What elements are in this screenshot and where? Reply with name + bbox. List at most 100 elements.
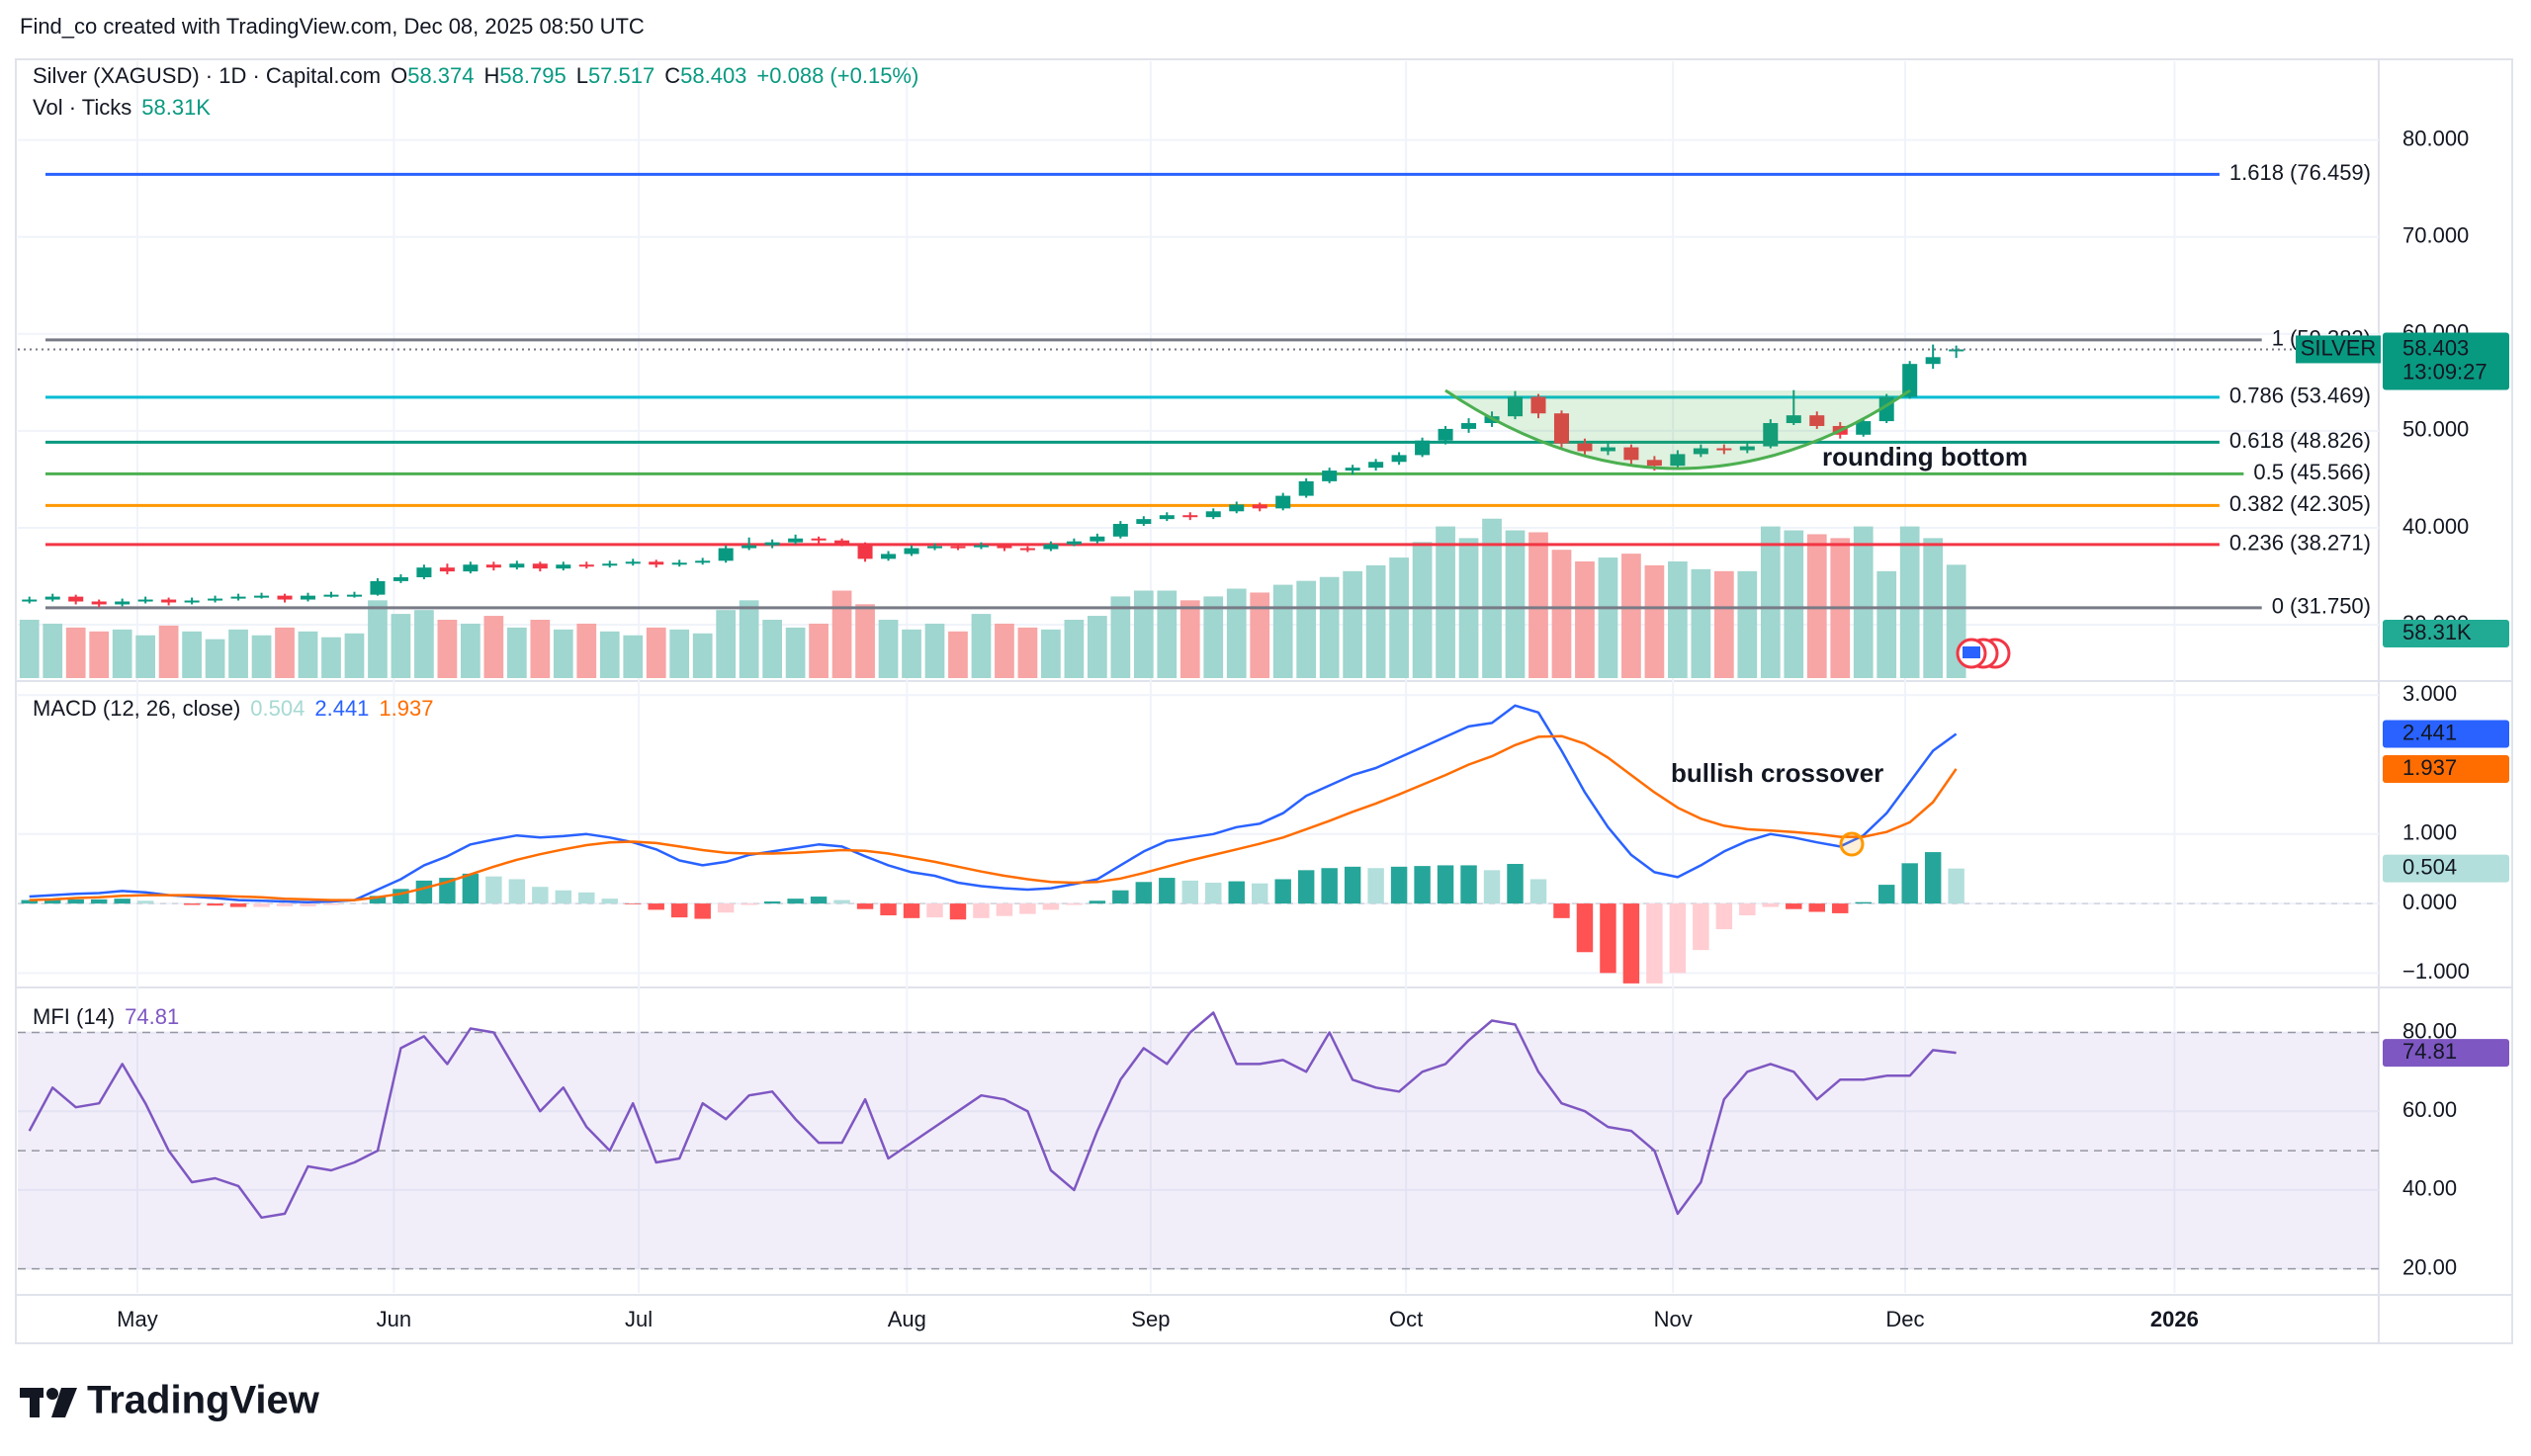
histogram-bar [810,897,828,904]
candle-body [1716,448,1732,451]
candle-body [230,596,246,599]
histogram-bar [1019,903,1036,914]
volume-bar [65,627,86,678]
plot: 1.618 (76.459)1 (59.382)0.786 (53.469)0.… [18,160,2379,1270]
flag-icon [1963,646,1980,658]
volume-bar [1365,564,1386,678]
candle-body [904,548,919,555]
candle-body [857,543,873,559]
histogram-bar [926,903,943,918]
value-label: 74.81 [2402,1039,2457,1064]
brand-name[interactable]: TradingView [87,1379,320,1422]
histogram-bar [903,903,920,918]
histogram-bar [1924,852,1942,904]
fib-label: 0.236 (38.271) [2229,531,2371,556]
volume-bar [1691,568,1711,678]
volume-bar [275,627,295,678]
candle-body [184,600,200,603]
x-tick-label: May [117,1307,158,1331]
histogram-bar [1297,870,1315,904]
volume-bar [1853,526,1874,678]
histogram-bar [415,880,433,904]
axis-labels: May Jun Jul Aug Sep Oct Nov Dec 2026 80.000 70.000… [117,126,2509,1331]
brand-logo[interactable]: TradingView [20,1379,320,1422]
histogram-bar [253,903,270,907]
event-icons[interactable] [1956,638,2011,669]
price-legend: Silver (XAGUSD) · 1D · Capital.com O58.3… [33,63,918,89]
histogram-bar [532,887,549,904]
x-tick-label: Jun [377,1307,411,1331]
candle-body [602,563,618,566]
histogram-bar [1576,903,1594,953]
candle-body [1693,448,1708,455]
volume-bar [692,633,713,678]
x-tick-label: Sep [1131,1307,1170,1331]
rounding-bottom-arc [1444,388,1911,471]
volume-title: Vol · Ticks [33,95,132,120]
y-tick-label: 70.000 [2402,223,2469,248]
histogram-bar [1901,863,1918,904]
symbol-label: SILVER [2301,335,2377,360]
candle-body [1438,428,1453,441]
candle-body [1670,454,1686,467]
crossover-marker [1839,831,1865,857]
candle-body [1159,515,1175,520]
volume-bar [553,629,573,678]
histogram-bar [578,892,595,904]
candle-body [323,594,339,597]
histogram-bar [1693,903,1709,951]
histogram-bar [1855,901,1872,904]
candle-body [393,576,408,581]
y-tick-label: 1.000 [2402,820,2457,845]
macd-value: 2.441 [314,696,370,721]
histogram-bar [625,903,642,904]
histogram-bar [1622,903,1640,984]
legend-key: O58.374 [391,63,474,89]
histogram-bar [973,903,990,918]
volume-bar [902,629,921,678]
y-tick-label: 3.000 [2402,681,2457,706]
macd-line [29,734,1958,901]
histogram-bar [1066,903,1083,905]
histogram-bar [1877,885,1895,904]
candle-body [742,545,757,549]
candle-body [1019,548,1035,551]
volume-bar [1528,532,1548,678]
volume-bar [414,610,434,678]
logo-part [51,1388,77,1417]
mfi-line [28,1011,1957,1220]
histogram-bar [1367,868,1384,904]
volume-bar [785,627,806,678]
candle-body [346,594,362,597]
histogram-value: 0.504 [250,696,305,721]
candle-body [1391,455,1407,463]
candle-body [277,595,293,600]
volume-bar [576,623,597,678]
volume-bar [855,604,875,678]
volume-bar [1296,580,1317,678]
candle-body [1182,515,1198,518]
histogram-bar [300,903,316,906]
candle-body [1949,349,1964,352]
volume-bar [1505,530,1526,678]
volume-bar [1575,561,1595,678]
histogram-bar [1600,903,1616,974]
histogram-bar [508,879,526,904]
volume-bar [1226,588,1247,678]
volume-bar [1110,596,1131,678]
histogram-bar [21,899,38,904]
symbol-box [2296,335,2381,364]
histogram-bar [369,896,387,904]
candle-body [625,561,641,564]
histogram-bar [183,903,201,905]
candle-body [463,564,479,572]
x-tick-label: Aug [888,1307,926,1331]
candle-body [649,561,664,565]
fib-label: 1.618 (76.459) [2229,160,2371,185]
symbol-title: Silver (XAGUSD) · 1D · Capital.com [33,63,382,88]
histogram-bar [1460,865,1477,904]
value-label: 1.937 [2402,755,2457,780]
volume-bar [809,623,829,678]
histogram-bar [833,899,850,904]
